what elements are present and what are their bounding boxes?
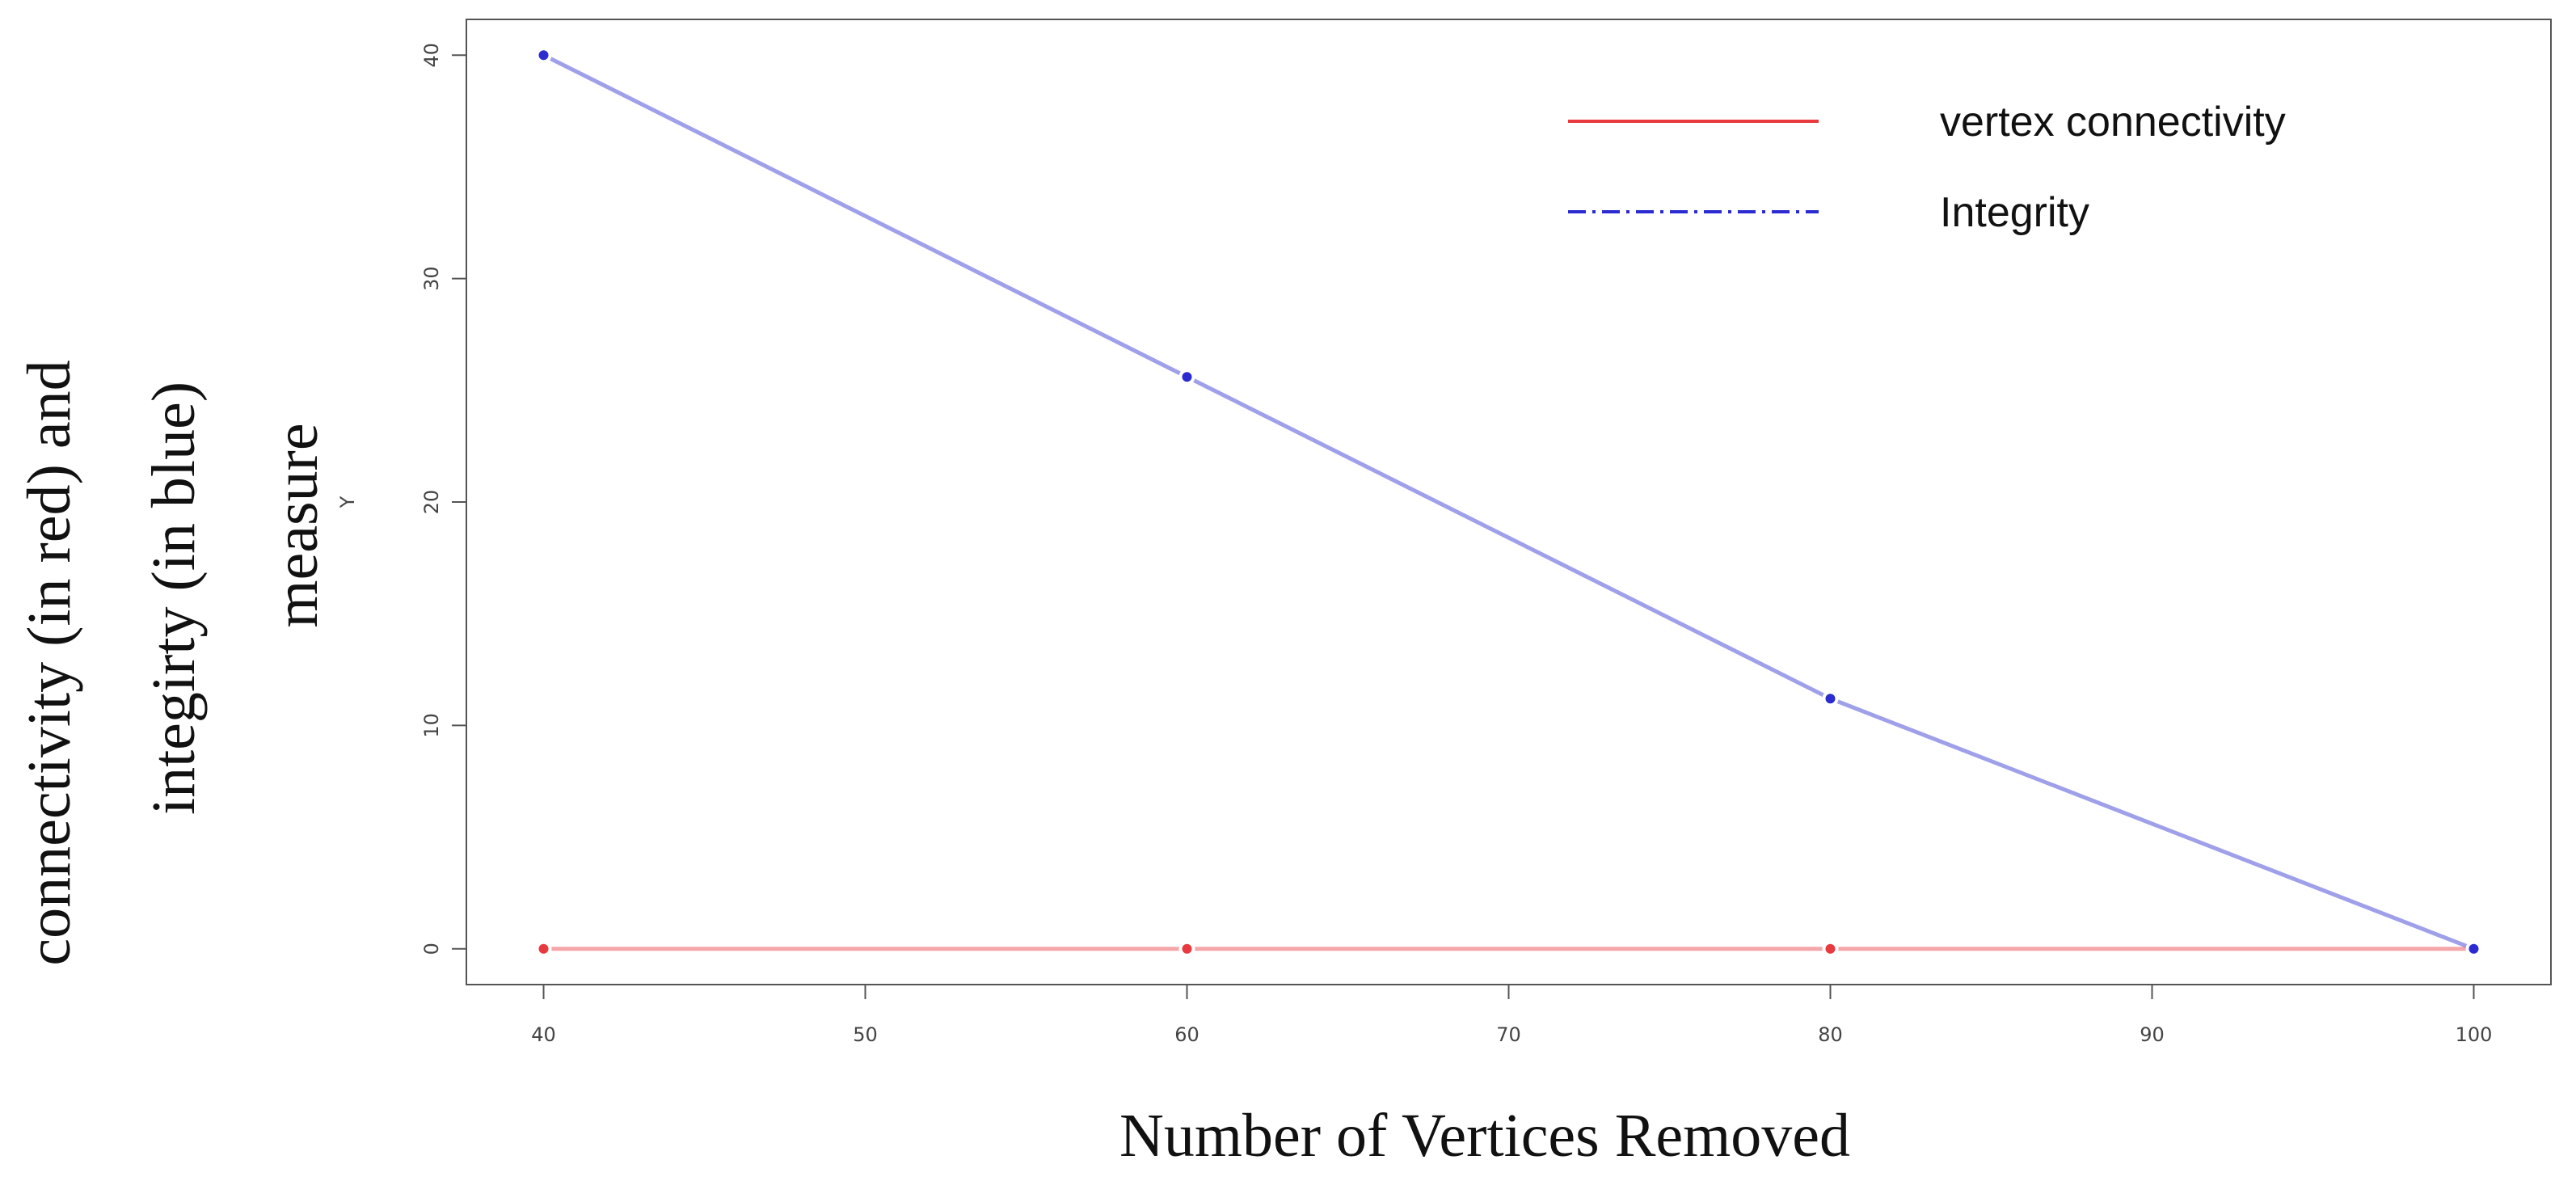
legend-label: Integrity — [1940, 189, 2089, 236]
x-axis-title: Number of Vertices Removed — [1119, 1102, 1850, 1170]
legend-label: vertex connectivity — [1940, 99, 2286, 146]
series-line — [542, 53, 2475, 951]
x-tick-label: 90 — [2140, 1023, 2165, 1046]
point — [2465, 940, 2482, 957]
y-tick-label: 20 — [420, 490, 443, 515]
point — [1178, 940, 1195, 957]
y-tick-label: 0 — [420, 943, 443, 955]
point — [1822, 940, 1839, 957]
x-tick-label: 40 — [531, 1023, 556, 1046]
point — [535, 47, 552, 64]
x-tick-label: 80 — [1818, 1023, 1843, 1046]
y-axis-title-line: measure — [263, 423, 331, 627]
y-tick-label: 10 — [420, 713, 443, 738]
y-tick-label: 40 — [420, 43, 443, 68]
inner-y-label: Y — [336, 496, 359, 508]
y-tick-label: 30 — [420, 266, 443, 291]
y-axis-title: connectivity (in red) and integirty (in … — [15, 360, 331, 965]
point — [1822, 690, 1839, 707]
x-tick-label: 100 — [2456, 1023, 2493, 1046]
y-axis-title-line: connectivity (in red) and — [15, 360, 83, 965]
x-tick-label: 60 — [1174, 1023, 1199, 1046]
point — [535, 940, 552, 957]
plot-frame — [466, 19, 2552, 985]
x-tick-label: 70 — [1496, 1023, 1521, 1046]
legend: vertex connectivity Integrity — [1568, 99, 2286, 236]
x-tick-label: 50 — [853, 1023, 878, 1046]
point — [1178, 369, 1195, 386]
y-axis-title-line: integirty (in blue) — [140, 382, 208, 815]
